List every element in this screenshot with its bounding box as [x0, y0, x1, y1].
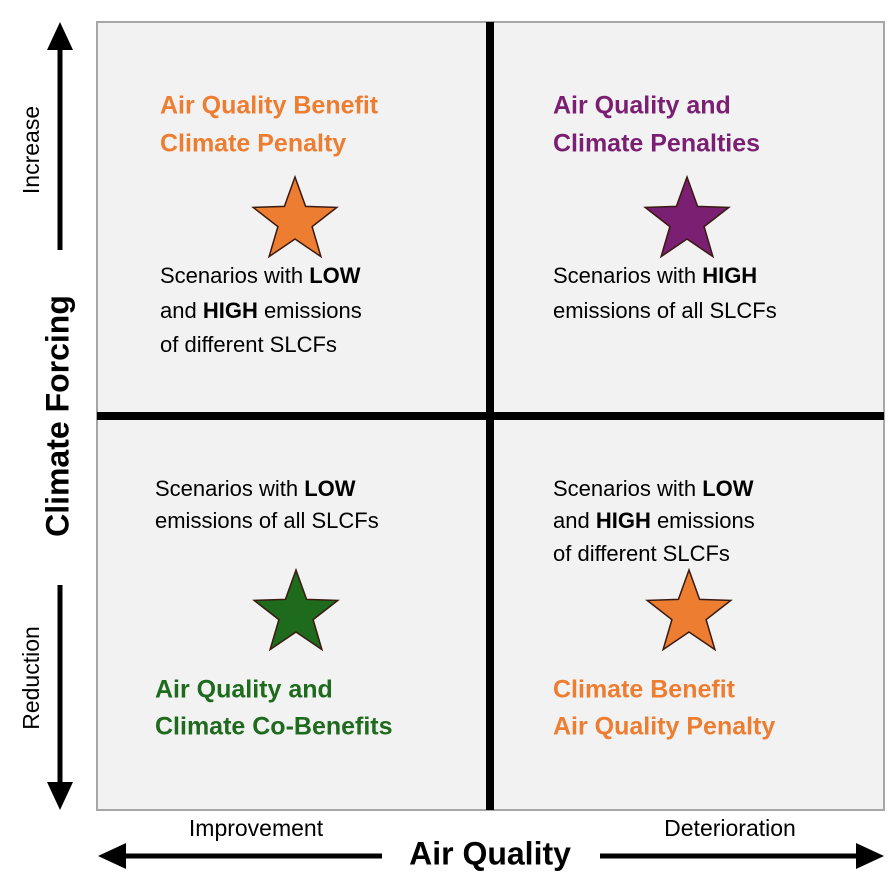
y-bottom-label: Reduction	[18, 626, 44, 730]
quadrant-heading: Air Quality Penalty	[553, 713, 775, 741]
text-run: Scenarios with	[553, 263, 702, 288]
quadrant-heading: Climate Benefit	[553, 676, 736, 704]
text-run: emissions of all SLCFs	[553, 298, 777, 323]
quadrant-description: Scenarios with LOW	[553, 476, 754, 501]
x-axis-title: Air Quality	[409, 835, 571, 871]
emphasis: LOW	[304, 476, 356, 501]
star	[252, 567, 340, 652]
emphasis: LOW	[309, 263, 361, 288]
text-run: and	[160, 298, 203, 323]
quadrant-heading: Climate Penalties	[553, 130, 760, 158]
emphasis: HIGH	[203, 298, 258, 323]
quadrant-heading: Air Quality and	[553, 92, 731, 120]
star	[251, 174, 339, 259]
text-run: of different SLCFs	[553, 541, 730, 566]
emphasis: HIGH	[596, 508, 651, 533]
x-left-label: Improvement	[189, 815, 324, 841]
quadrant-heading: Air Quality and	[155, 676, 333, 704]
text-run: Scenarios with	[155, 476, 304, 501]
quadrant-heading: Climate Co-Benefits	[155, 713, 393, 741]
emphasis: LOW	[702, 476, 754, 501]
quadrant-description: emissions of all SLCFs	[155, 508, 379, 533]
x-right-label: Deterioration	[664, 815, 796, 841]
text-run: of different SLCFs	[160, 332, 337, 357]
quadrant-description: of different SLCFs	[160, 332, 337, 357]
quadrant-description: Scenarios with LOW	[160, 263, 361, 288]
y-axis-title: Climate Forcing	[39, 295, 75, 537]
star	[643, 174, 731, 259]
quadrant-description: of different SLCFs	[553, 541, 730, 566]
quadrant-description: and HIGH emissions	[553, 508, 755, 533]
quadrant-description: emissions of all SLCFs	[553, 298, 777, 323]
quadrant-heading: Air Quality Benefit	[160, 92, 379, 120]
text-run: Scenarios with	[160, 263, 309, 288]
x-arrow-head	[98, 843, 126, 869]
y-top-label: Increase	[18, 106, 44, 194]
star	[645, 567, 733, 652]
emphasis: HIGH	[702, 263, 757, 288]
text-run: emissions of all SLCFs	[155, 508, 379, 533]
quadrant-description: and HIGH emissions	[160, 298, 362, 323]
y-arrow-head	[47, 782, 73, 810]
text-run: emissions	[258, 298, 362, 323]
text-run: and	[553, 508, 596, 533]
text-run: Scenarios with	[553, 476, 702, 501]
quadrant-heading: Climate Penalty	[160, 130, 346, 158]
quadrant-description: Scenarios with HIGH	[553, 263, 757, 288]
x-arrow-head	[856, 843, 884, 869]
y-arrow-head	[47, 22, 73, 50]
quadrant-description: Scenarios with LOW	[155, 476, 356, 501]
text-run: emissions	[651, 508, 755, 533]
